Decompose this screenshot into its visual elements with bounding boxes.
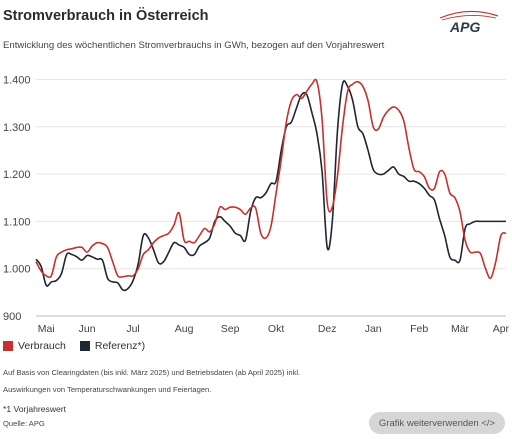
x-tick-label: Mai	[38, 323, 55, 335]
series-lines	[35, 78, 507, 292]
apg-logo-icon: APG	[439, 10, 499, 35]
x-tick-label: Apr	[493, 323, 510, 335]
legend-label-referenz: Referenz*)	[94, 340, 146, 352]
x-axis-ticks: Mai Jun Jul Aug Sep Okt Dez Jan Feb Mär Apr	[38, 323, 510, 335]
legend-item-referenz[interactable]: Referenz*)	[79, 340, 146, 352]
series-line-verbrauch	[35, 78, 507, 280]
y-tick-label: 1.300	[3, 122, 31, 134]
legend-swatch-referenz	[79, 341, 90, 351]
x-tick-label: Jul	[126, 323, 139, 335]
y-axis-ticks: 900 1.000 1.100 1.200 1.300 1.400	[3, 74, 31, 323]
grid-lines	[36, 78, 506, 317]
y-tick-label: 1.400	[3, 74, 31, 86]
source-text: Quelle: APG	[3, 419, 45, 428]
legend: Verbrauch Referenz*)	[3, 340, 145, 352]
logo-text: APG	[449, 19, 480, 35]
legend-swatch-verbrauch	[3, 341, 13, 351]
x-tick-label: Mär	[451, 323, 470, 335]
series-line-referenz	[35, 80, 506, 292]
y-tick-label: 1.100	[3, 216, 31, 228]
page-title: Stromverbrauch in Österreich	[3, 8, 209, 24]
x-tick-label: Jun	[79, 323, 96, 335]
chart-subtitle: Entwicklung des wöchentlichen Stromverbr…	[3, 40, 385, 51]
x-tick-label: Feb	[410, 323, 428, 335]
note-line-1: Auf Basis von Clearingdaten (bis inkl. M…	[3, 368, 301, 377]
footnote: *1 Vorjahreswert	[3, 404, 67, 414]
x-tick-label: Sep	[221, 323, 240, 335]
x-tick-label: Okt	[268, 323, 284, 335]
y-tick-label: 900	[3, 311, 21, 323]
note-line-2: Auswirkungen von Temperaturschwankungen …	[3, 385, 212, 394]
y-tick-label: 1.200	[3, 169, 31, 181]
legend-item-verbrauch[interactable]: Verbrauch	[3, 340, 66, 352]
y-tick-label: 1.000	[3, 264, 31, 276]
share-graphic-button[interactable]: Grafik weiterverwenden </>	[369, 412, 505, 434]
x-tick-label: Jan	[365, 323, 382, 335]
legend-label-verbrauch: Verbrauch	[18, 340, 66, 352]
x-tick-label: Aug	[175, 323, 194, 335]
line-chart: 900 1.000 1.100 1.200 1.300 1.400 Mai Jun Jul Au…	[3, 74, 510, 335]
x-tick-label: Dez	[318, 323, 337, 335]
